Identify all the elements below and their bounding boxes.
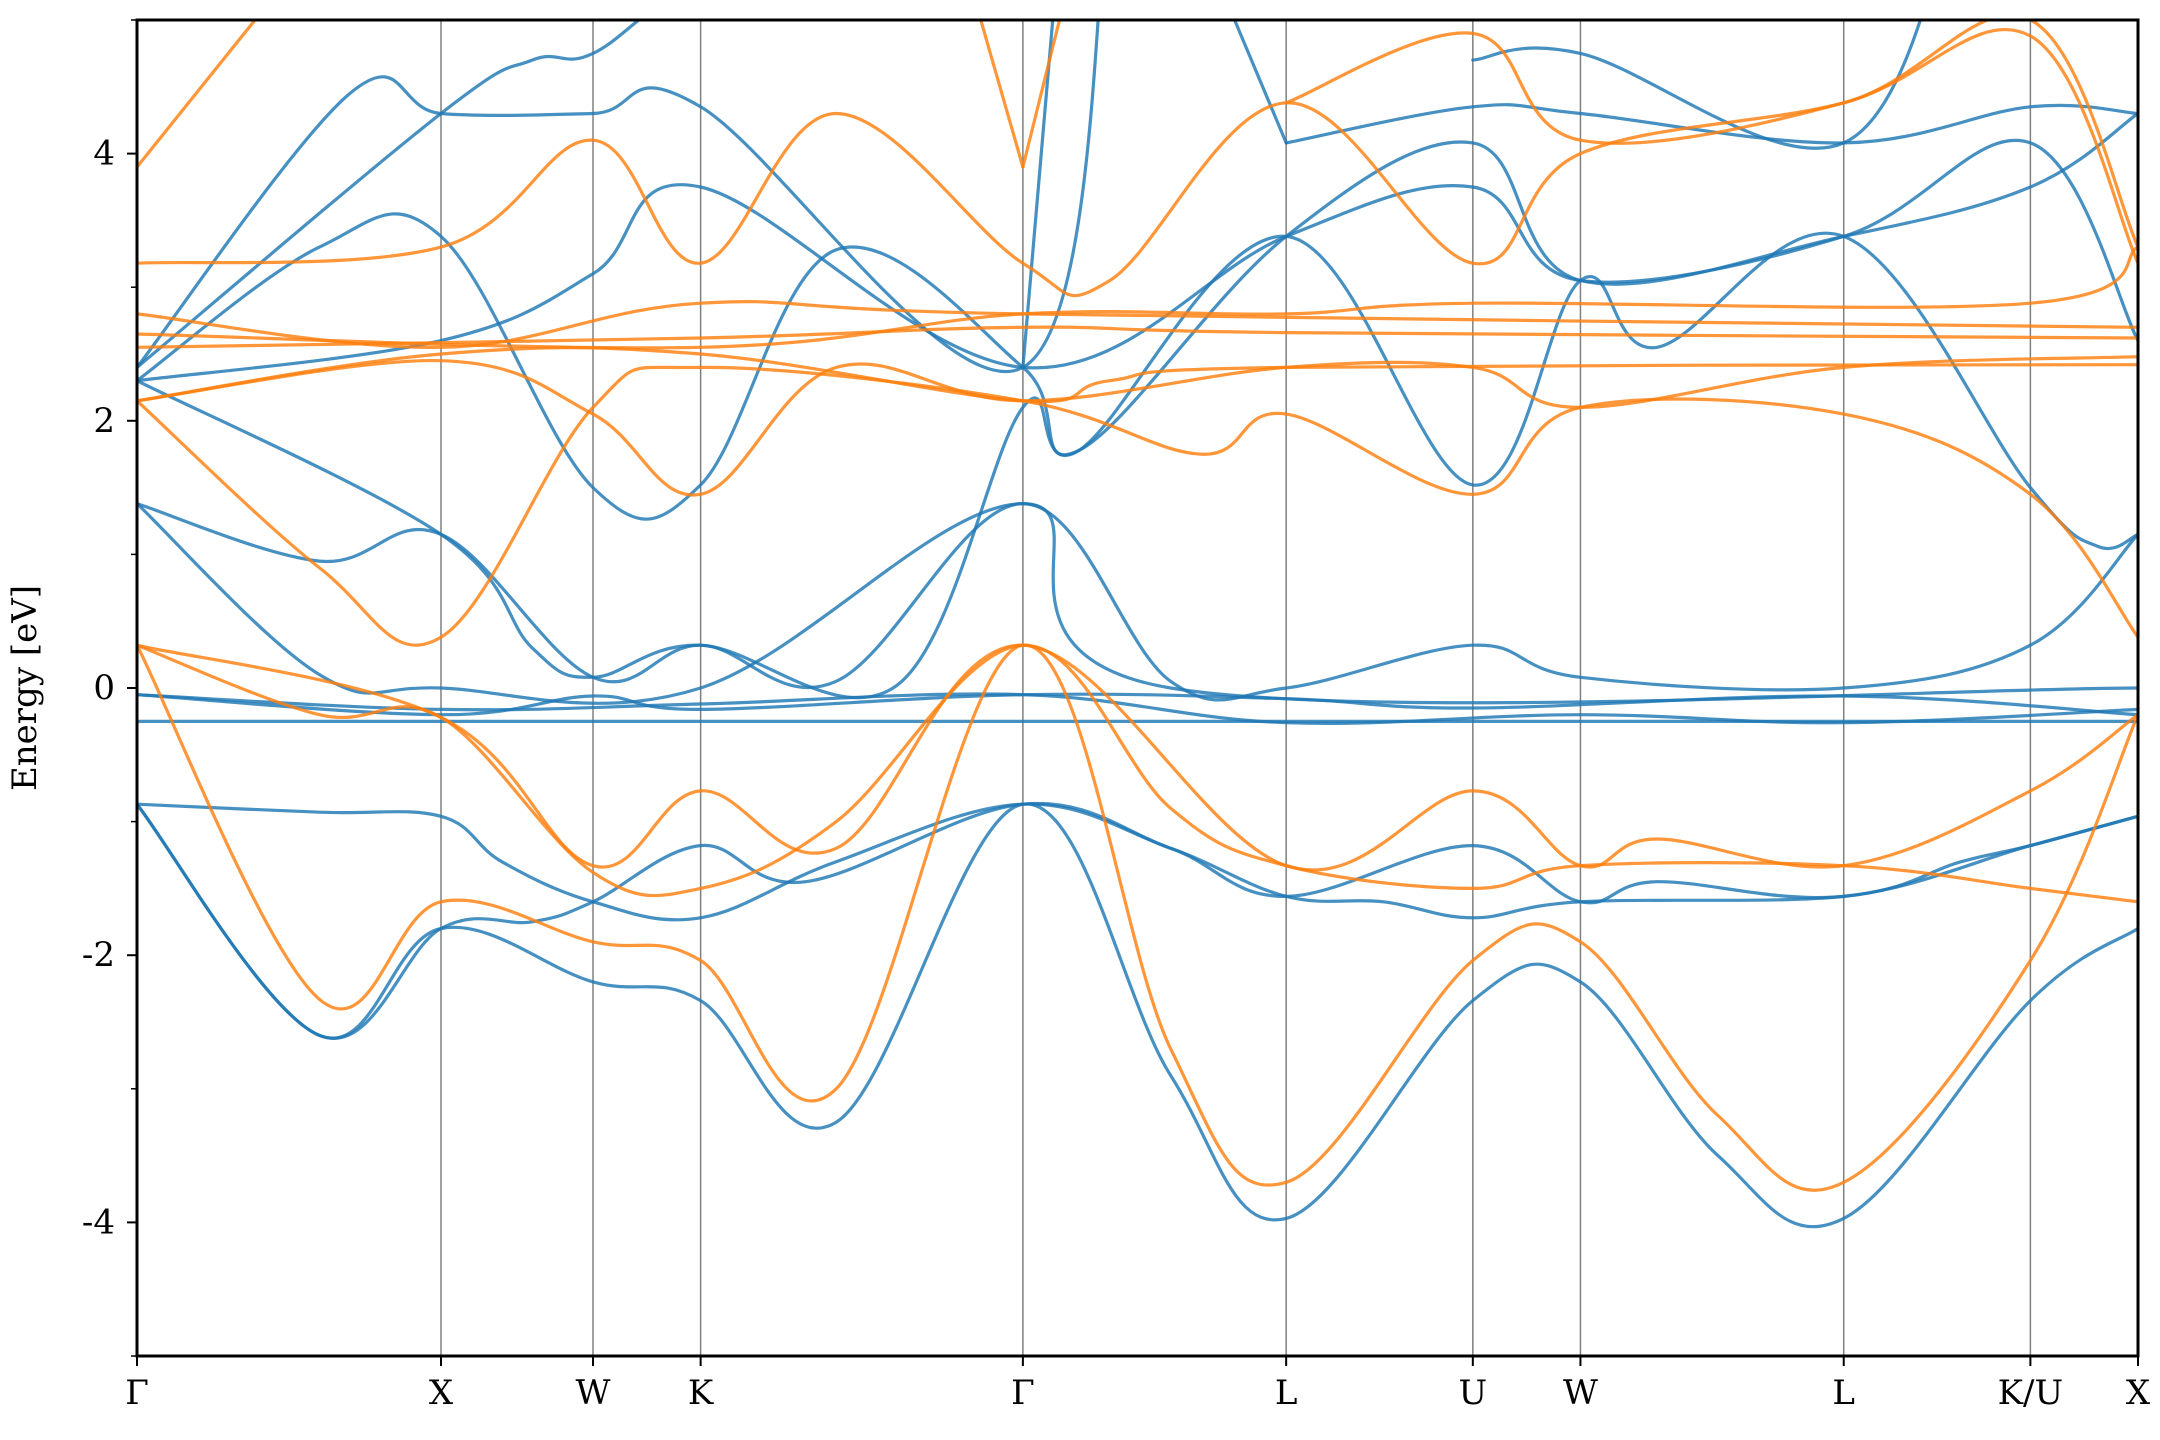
band-line-spin-down (137, 299, 2138, 349)
band-line-spin-down (979, 20, 1025, 169)
x-tick-label: L (1832, 1373, 1855, 1413)
x-tick-label: K/U (1998, 1373, 2064, 1413)
y-tick-label: 4 (93, 134, 115, 174)
y-tick-label: 0 (93, 668, 115, 708)
band-line-spin-up (137, 692, 2138, 725)
band-line-spin-down (137, 346, 2138, 404)
band-series (137, 20, 2138, 1229)
band-line-spin-up (137, 502, 2138, 705)
band-line-spin-down (137, 643, 2138, 904)
y-axis-ticks: -4 -2 0 2 4 (82, 19, 137, 1357)
band-line-spin-up (1021, 20, 1055, 369)
band-line-spin-up (1284, 103, 2138, 145)
band-line-spin-up (137, 111, 2138, 521)
x-tick-label: U (1458, 1373, 1487, 1413)
band-line-spin-up (137, 231, 2138, 700)
band-line-spin-up (1471, 20, 1923, 150)
band-line-spin-down (137, 365, 2138, 647)
x-tick-label: W (576, 1373, 611, 1413)
x-tick-label: X (2126, 1373, 2151, 1413)
y-axis-label: Energy [eV] (5, 585, 45, 791)
y-tick-label: -4 (82, 1202, 115, 1242)
band-line-spin-down (137, 245, 2138, 350)
band-line-spin-up (137, 20, 642, 369)
x-tick-label: Γ (1011, 1373, 1035, 1413)
y-tick-label: 2 (93, 401, 115, 441)
x-tick-label: L (1275, 1373, 1298, 1413)
band-line-spin-down (137, 28, 2138, 298)
band-line-spin-up (137, 802, 2138, 1229)
band-line-spin-up (1232, 20, 1288, 145)
band-line-spin-down (137, 643, 2138, 872)
high-symmetry-lines (440, 20, 2032, 1356)
y-tick-label: -2 (82, 935, 115, 975)
band-line-spin-down (1284, 20, 2138, 249)
band-line-spin-down (1021, 20, 1062, 169)
x-tick-label: W (1563, 1373, 1598, 1413)
x-tick-label: Γ (125, 1373, 149, 1413)
band-line-spin-down (137, 355, 2138, 497)
band-line-spin-up (137, 138, 2138, 383)
x-tick-label: X (429, 1373, 454, 1413)
band-line-spin-up (137, 20, 1100, 373)
band-line-spin-down (137, 643, 2138, 1192)
band-line-spin-up (137, 502, 2138, 702)
x-tick-label: K (688, 1373, 714, 1413)
x-axis-ticks: Γ X W K Γ L U W L K/U X (125, 1356, 2151, 1413)
band-line-spin-down (137, 20, 258, 169)
